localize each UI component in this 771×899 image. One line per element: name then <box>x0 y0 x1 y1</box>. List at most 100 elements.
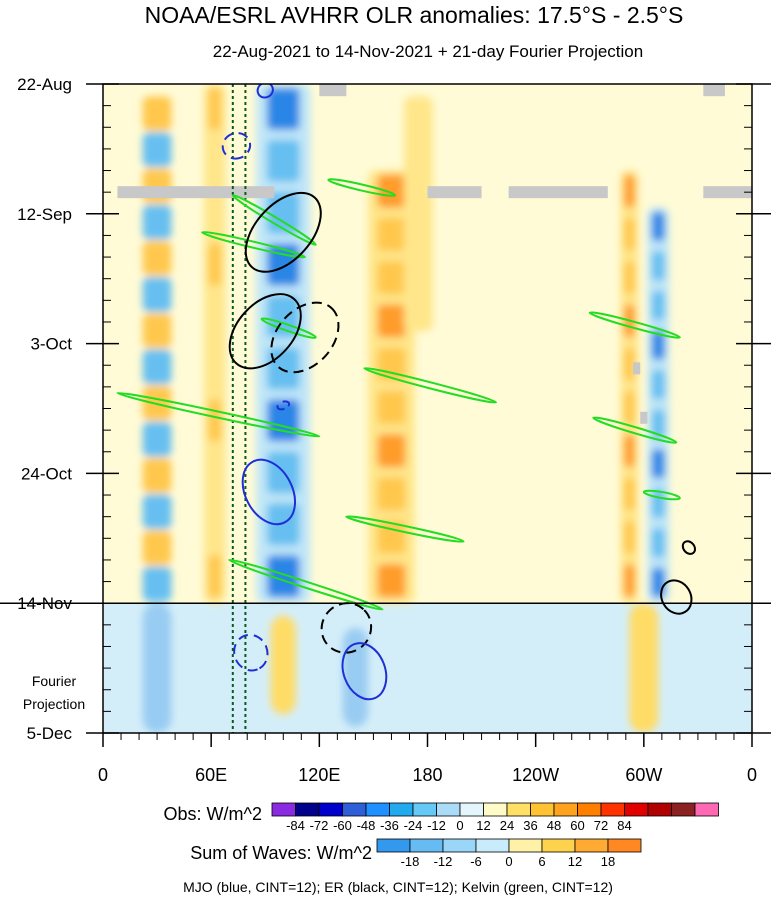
x-tick-label: 60E <box>195 765 227 785</box>
anomaly-cell <box>651 567 665 598</box>
obs-colorbar-level-label: 84 <box>617 818 631 833</box>
anomaly-cell <box>624 174 635 208</box>
anomaly-cell <box>409 147 428 161</box>
kelvin-contour <box>231 194 317 246</box>
anomaly-cell <box>208 451 222 494</box>
projection-band-1 <box>270 615 296 715</box>
anomaly-cell <box>409 217 428 232</box>
missing-data-segment <box>703 84 725 97</box>
anomaly-cell <box>624 261 635 295</box>
er-contour <box>320 602 373 654</box>
anomaly-cell <box>267 88 300 130</box>
obs-colorbar-swatch <box>530 802 555 817</box>
anomaly-cell <box>377 390 406 425</box>
anomaly-cell <box>267 139 300 182</box>
anomaly-cell <box>377 261 406 295</box>
anomaly-cell <box>409 241 428 255</box>
obs-colorbar-swatch <box>271 802 296 817</box>
kelvin-contour <box>592 416 678 444</box>
anomaly-cell <box>409 288 428 302</box>
missing-data-segment <box>508 186 608 199</box>
anomaly-cell <box>377 347 406 381</box>
x-axis: 0 60E 120E 180 120W 60W 0 <box>98 733 757 785</box>
anomaly-cell <box>651 369 665 400</box>
obs-colorbar-level-label: -48 <box>357 818 376 833</box>
obs-colorbar-level-label: 60 <box>570 818 584 833</box>
y-tick-label: 3-Oct <box>30 335 72 354</box>
kelvin-contours <box>116 178 681 611</box>
anomaly-cell <box>624 434 635 468</box>
anomaly-cell <box>651 330 665 360</box>
anomaly-cell <box>651 409 665 439</box>
anomaly-cell <box>651 528 665 558</box>
obs-colorbar-swatch <box>412 802 437 817</box>
anomaly-cell <box>377 520 406 554</box>
waves-colorbar-label: Sum of Waves: W/m^2 <box>190 843 372 863</box>
anomaly-cell <box>377 174 406 208</box>
y-tick-label: 5-Dec <box>27 724 73 743</box>
anomaly-cell <box>624 390 635 425</box>
waves-colorbar-level-label: 18 <box>601 854 615 869</box>
missing-data-segment <box>117 186 275 199</box>
anomaly-cell <box>409 123 428 138</box>
obs-colorbar-swatch <box>694 802 719 817</box>
obs-colorbar-swatch <box>671 802 696 817</box>
anomaly-cell <box>208 399 222 442</box>
obs-colorbar: -84 -72 -60 -48 -36 -24 -12 0 12 24 36 48 60 72 84 <box>271 802 719 833</box>
mjo-contour <box>341 642 388 701</box>
obs-colorbar-swatch <box>647 802 672 817</box>
mjo-contour <box>256 84 274 99</box>
obs-colorbar-level-label: -36 <box>380 818 399 833</box>
anomaly-cell <box>267 399 300 442</box>
anomaly-band-1 <box>203 84 226 604</box>
obs-colorbar-swatch <box>553 802 578 817</box>
obs-colorbar-swatch <box>389 802 414 817</box>
projection-band-3 <box>629 603 659 733</box>
anomaly-band-2 <box>256 84 311 604</box>
anomaly-cell <box>142 494 172 529</box>
anomaly-cell <box>409 311 428 326</box>
waves-colorbar-level-label: 6 <box>538 854 545 869</box>
obs-colorbar-swatch <box>342 802 367 817</box>
anomaly-cell <box>267 295 300 338</box>
kelvin-contour <box>201 231 306 259</box>
anomaly-cell <box>624 520 635 554</box>
anomaly-cell <box>409 100 428 114</box>
obs-colorbar-level-label: -72 <box>310 818 329 833</box>
anomaly-cell <box>142 566 172 602</box>
anomaly-cell <box>409 170 428 185</box>
anomaly-cell <box>651 251 665 281</box>
obs-colorbar-swatch <box>600 802 625 817</box>
waves-colorbar-swatch <box>508 838 543 853</box>
anomaly-cell <box>142 204 172 240</box>
anomaly-cell <box>208 347 222 390</box>
x-tick-label: 60W <box>625 765 662 785</box>
anomaly-cell <box>377 563 406 598</box>
x-tick-label: 180 <box>412 765 442 785</box>
obs-colorbar-swatch <box>577 802 602 817</box>
kelvin-contour <box>642 489 681 501</box>
reference-lines <box>231 84 247 733</box>
mjo-contour <box>221 132 252 160</box>
waves-colorbar-swatch <box>409 838 444 853</box>
x-tick-label: 0 <box>98 765 108 785</box>
obs-colorbar-level-label: -84 <box>286 818 305 833</box>
anomaly-cell <box>142 422 172 457</box>
waves-colorbar-swatch <box>607 838 642 853</box>
anomaly-cell <box>624 217 635 252</box>
kelvin-contour <box>327 178 397 197</box>
anomaly-cell <box>377 477 406 511</box>
missing-data-segment <box>640 411 648 424</box>
waves-colorbar-swatch <box>475 838 510 853</box>
y-tick-label: 12-Sep <box>17 205 72 224</box>
anomaly-band-6 <box>647 207 670 604</box>
anomaly-cell <box>142 132 172 167</box>
x-tick-label: 120E <box>298 765 340 785</box>
obs-colorbar-swatch <box>624 802 649 817</box>
waves-colorbar-swatch <box>376 838 411 853</box>
kelvin-contour <box>345 515 465 543</box>
projection-band-0 <box>142 603 172 733</box>
kelvin-contour <box>116 391 321 438</box>
obs-colorbar-swatch <box>365 802 390 817</box>
